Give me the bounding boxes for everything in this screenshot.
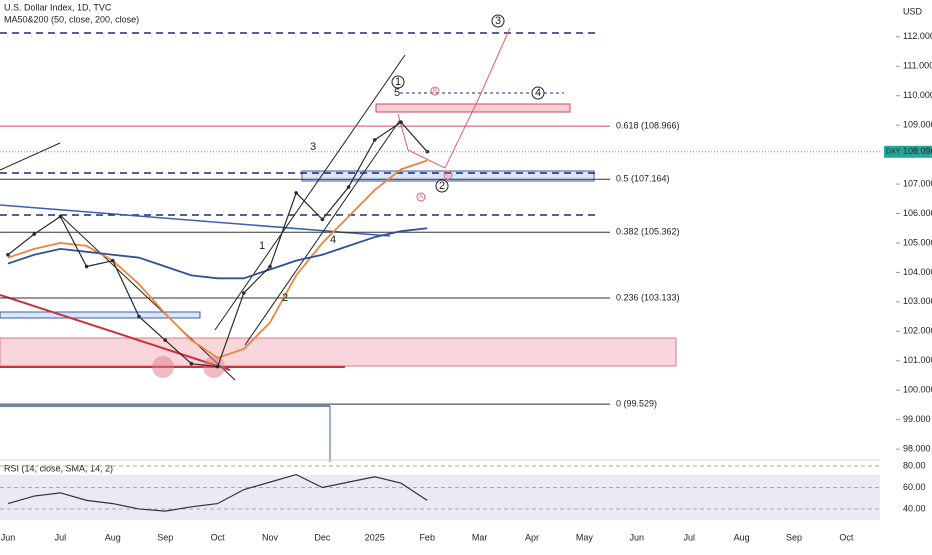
y-tick-label: 99.000: [903, 414, 931, 424]
y-tick-label: 100.000: [903, 385, 932, 395]
rsi-tick-label: 40.00: [903, 503, 926, 513]
wave-label: 3: [495, 15, 501, 27]
x-tick-label: Jul: [55, 532, 67, 542]
price-point: [399, 120, 403, 125]
y-tick-label: 112.000: [903, 31, 932, 41]
price-point: [268, 264, 272, 269]
wave-circle: [416, 192, 426, 202]
y-tick-label: 98.000: [903, 443, 931, 453]
trend-line: [0, 294, 231, 371]
y-tick-label: 105.000: [903, 237, 932, 247]
wave-circle: [491, 14, 505, 28]
wave-label: 1: [259, 240, 265, 252]
price-point: [215, 364, 220, 369]
x-tick-label: Mar: [472, 532, 488, 542]
currency: USD: [903, 6, 923, 16]
fib-label: 0.382 (105.362): [616, 227, 680, 237]
x-tick-label: Sep: [157, 532, 173, 542]
price-point: [163, 338, 167, 342]
wave-label: 5: [394, 87, 400, 99]
supply-zone: [0, 337, 677, 367]
y-tick-label: 109.000: [903, 120, 932, 130]
fib-label: 0.5 (107.164): [616, 174, 670, 184]
price-point: [373, 138, 377, 142]
y-tick-label: 102.000: [903, 326, 932, 336]
trend-line: [0, 142, 61, 171]
x-tick-label: Aug: [734, 532, 750, 542]
x-tick-label: Oct: [211, 532, 226, 542]
x-tick-label: May: [576, 532, 594, 542]
x-tick-label: Apr: [525, 532, 539, 542]
fib-label: 0 (99.529): [616, 398, 657, 408]
price-point: [6, 252, 10, 257]
title: U.S. Dollar Index, 1D, TVC: [4, 2, 112, 12]
price-point: [320, 217, 325, 222]
y-tick-label: 106.000: [903, 208, 932, 218]
wave-circle: [443, 170, 453, 180]
wave-label: 2: [282, 292, 288, 304]
rsi-tick-label: 80.00: [903, 460, 926, 470]
x-tick-label: Jul: [683, 532, 695, 542]
x-tick-label: 2025: [365, 532, 385, 542]
wave-label: 4: [330, 234, 336, 246]
wave-label: B: [433, 89, 437, 95]
price-point: [346, 185, 351, 189]
last-price: 108.096: [903, 146, 932, 156]
price-point: [84, 264, 89, 269]
x-tick-label: Nov: [262, 532, 279, 542]
wave-label: A: [419, 195, 423, 201]
y-tick-label: 110.000: [903, 90, 932, 100]
y-tick-label: 107.000: [903, 178, 932, 188]
wave-circle: [391, 75, 405, 89]
rsi-band: [0, 475, 880, 520]
wave-circle: [430, 86, 440, 96]
series-tag: DXY: [886, 149, 901, 156]
x-tick-label: Dec: [314, 532, 331, 542]
x-tick-label: Oct: [839, 532, 854, 542]
highlight: [152, 356, 174, 378]
price-point: [425, 149, 430, 154]
y-tick-label: 101.000: [903, 355, 932, 365]
x-tick-label: Feb: [419, 532, 435, 542]
projection: [397, 27, 511, 169]
rsi-tick-label: 60.00: [903, 482, 926, 492]
wave-label: 1: [395, 76, 401, 88]
price-tag: [884, 145, 902, 158]
ma-line: [7, 159, 428, 359]
highlight: [203, 356, 225, 378]
wave-circle: [435, 179, 449, 193]
y-tick-label: 111.000: [903, 61, 932, 71]
price-tag: [902, 145, 932, 158]
wave-circle: [531, 86, 545, 100]
fib-label: 0.236 (103.133): [616, 292, 680, 302]
wave-label: 2: [439, 180, 445, 192]
fib-label: 0.618 (108.966): [616, 121, 680, 131]
y-tick-label: 104.000: [903, 267, 932, 277]
x-tick-label: Jun: [630, 532, 645, 542]
x-tick-label: Aug: [105, 532, 121, 542]
rsi-label: RSI (14, close, SMA, 14, 2): [4, 463, 113, 473]
target-zone: [375, 103, 571, 113]
box: [0, 311, 201, 319]
rsi-line: [7, 473, 428, 512]
price-point: [294, 191, 299, 195]
x-tick-label: Jun: [1, 532, 16, 542]
price-point: [137, 314, 141, 319]
trend-line: [0, 204, 391, 237]
price-point: [242, 291, 246, 295]
wave-label: 3: [310, 141, 316, 153]
wave-label: C: [446, 173, 451, 179]
price-point: [32, 232, 36, 236]
ma-label: MA50&200 (50, close, 200, close): [4, 14, 139, 24]
x-tick-label: Sep: [786, 532, 802, 542]
wave-label: 4: [535, 87, 541, 99]
price-point: [58, 214, 63, 219]
price-point: [189, 361, 194, 366]
y-tick-label: 103.000: [903, 296, 932, 306]
channel-line: [214, 54, 406, 331]
price-point: [111, 258, 115, 263]
